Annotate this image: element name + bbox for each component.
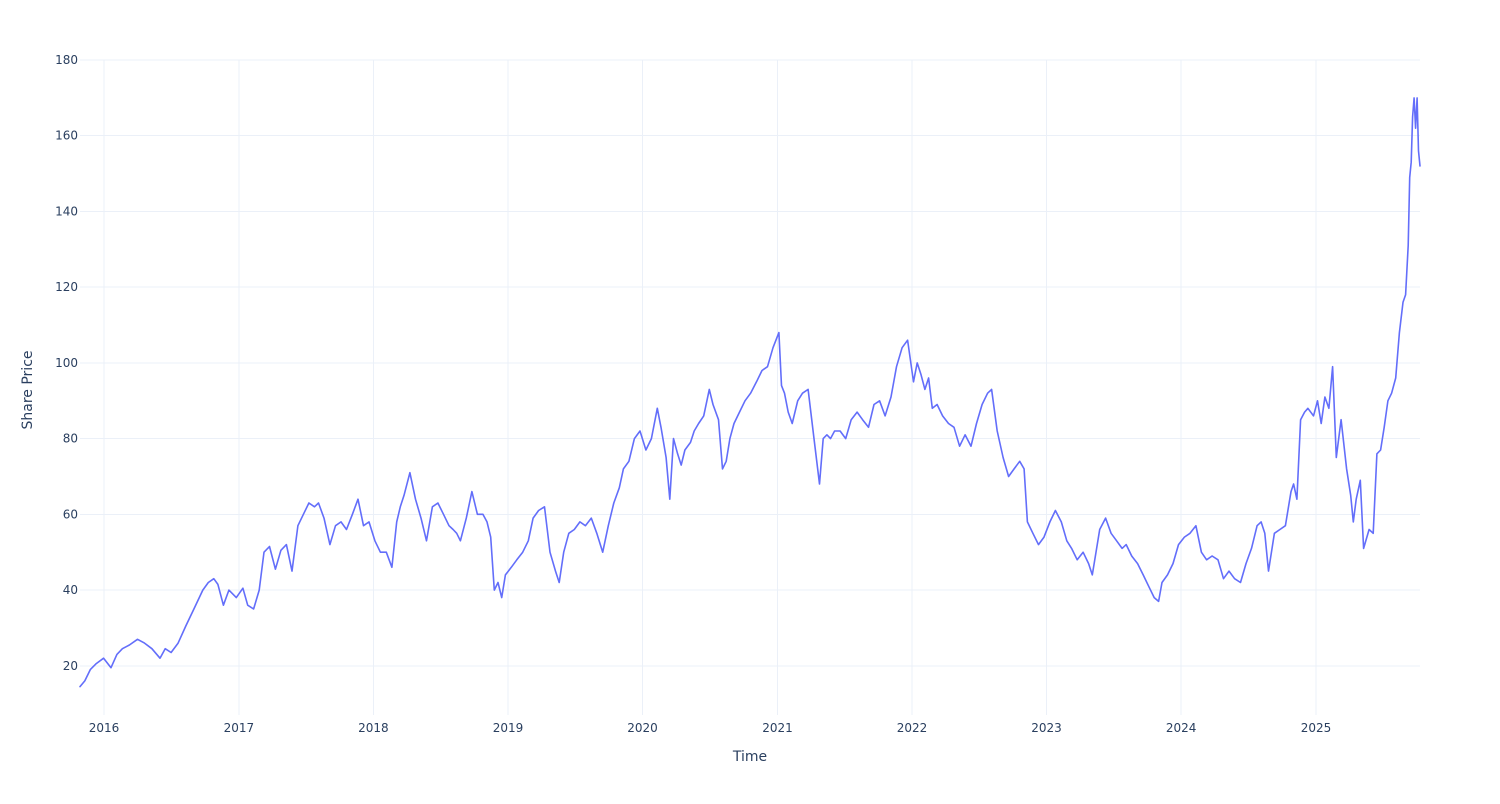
grid-layer xyxy=(80,59,1420,715)
x-tick-label: 2016 xyxy=(89,721,120,735)
x-tick-label: 2022 xyxy=(897,721,928,735)
y-tick-label: 60 xyxy=(63,507,78,521)
y-tick-label: 180 xyxy=(55,53,78,67)
y-tick-label: 100 xyxy=(55,356,78,370)
y-tick-label: 20 xyxy=(63,659,78,673)
x-tick-label: 2023 xyxy=(1031,721,1062,735)
x-tick-label: 2021 xyxy=(762,721,793,735)
y-tick-label: 160 xyxy=(55,129,78,143)
y-tick-label: 40 xyxy=(63,583,78,597)
x-tick-label: 2020 xyxy=(627,721,658,735)
x-tick-label: 2025 xyxy=(1301,721,1332,735)
x-tick-label: 2024 xyxy=(1166,721,1197,735)
y-tick-label: 120 xyxy=(55,280,78,294)
series-layer xyxy=(79,97,1421,688)
y-tick-label: 140 xyxy=(55,204,78,218)
share-price-line xyxy=(79,97,1421,688)
y-axis-title: Share Price xyxy=(20,350,36,429)
x-tick-label: 2017 xyxy=(224,721,255,735)
y-tick-label: 80 xyxy=(63,432,78,446)
x-tick-labels: 2016 2017 2018 2019 2020 2021 2022 2023 2024 2025 xyxy=(89,721,1332,735)
x-axis-title: Time xyxy=(732,749,767,765)
y-tick-labels: 20 40 60 80 100 120 140 160 180 xyxy=(55,53,78,673)
x-tick-label: 2019 xyxy=(493,721,524,735)
x-tick-label: 2018 xyxy=(358,721,389,735)
